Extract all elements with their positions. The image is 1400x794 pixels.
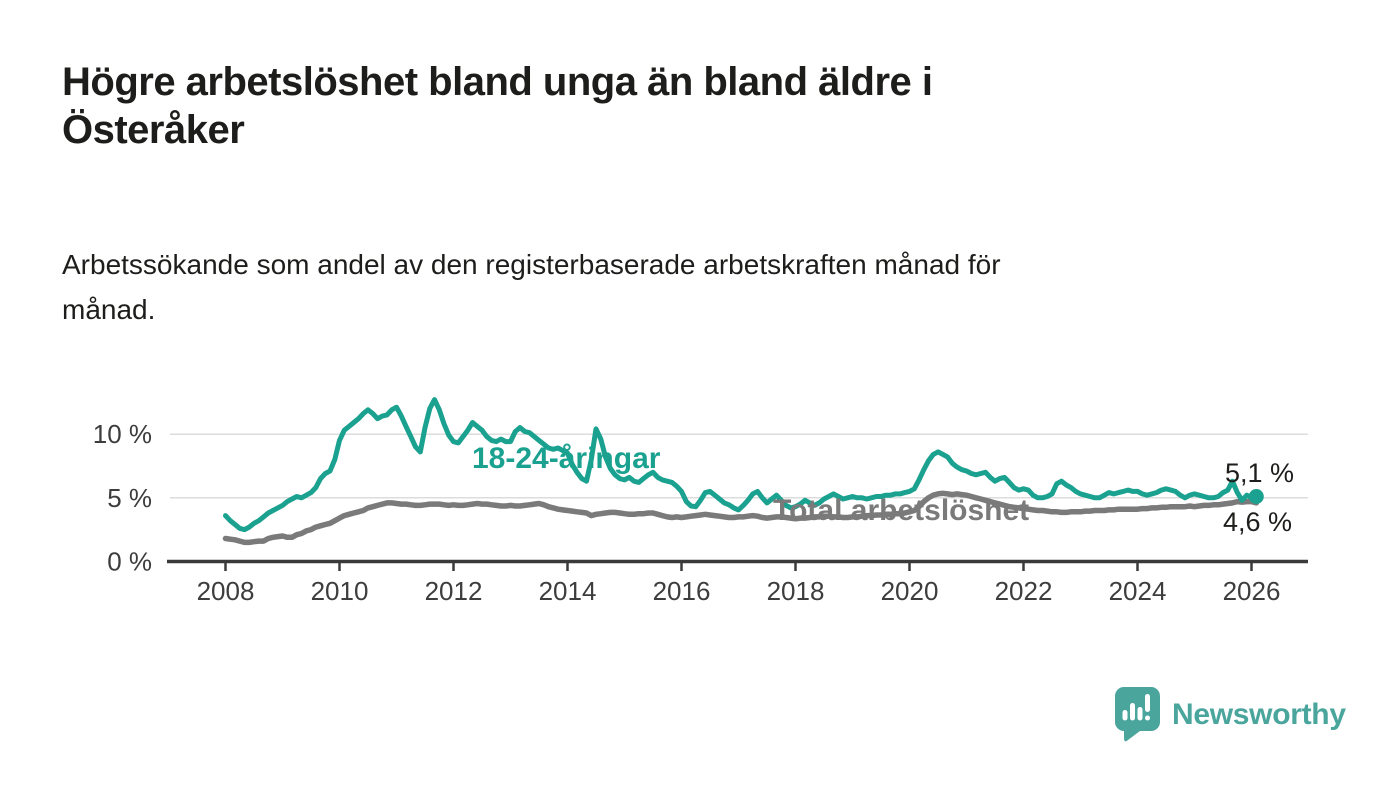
plot-area <box>222 397 1264 546</box>
x-tick-label: 2020 <box>881 576 939 606</box>
x-axis-ticks <box>224 561 1253 571</box>
x-tick-label: 2018 <box>767 576 825 606</box>
newsworthy-logo-icon <box>1115 687 1160 742</box>
end-value-youth: 5,1 % <box>1225 458 1295 488</box>
x-tick-label: 2026 <box>1223 576 1281 606</box>
brand-name: Newsworthy <box>1172 698 1346 731</box>
x-tick-label: 2022 <box>995 576 1053 606</box>
series-line-youth <box>223 397 1259 533</box>
x-tick-label: 2012 <box>425 576 483 606</box>
series-end-dot-youth <box>1248 489 1264 504</box>
x-tick-label: 2014 <box>539 576 597 606</box>
x-tick-label: 2008 <box>197 576 255 606</box>
end-value-total: 4,6 % <box>1223 507 1293 537</box>
x-tick-label: 2016 <box>653 576 711 606</box>
logo-bar-chart-icon <box>1122 694 1150 721</box>
page-subtitle-line-2: månad. <box>62 294 156 325</box>
x-tick-label: 2010 <box>311 576 369 606</box>
page-title-line-1: Högre arbetslöshet bland unga än bland ä… <box>62 60 933 104</box>
y-tick-label-10: 10 % <box>93 419 152 449</box>
y-tick-label-0: 0 % <box>107 547 152 577</box>
y-tick-label-5: 5 % <box>107 483 152 513</box>
page-subtitle: Arbetssökande som andel av den registerb… <box>62 242 1262 332</box>
x-axis-labels: 2008 2010 2012 2014 2016 2018 2020 2022 … <box>197 576 1281 606</box>
series-label-total: Total arbetslöshet <box>773 494 1030 527</box>
x-tick-label: 2024 <box>1109 576 1167 606</box>
page-subtitle-line-1: Arbetssökande som andel av den registerb… <box>62 249 1001 280</box>
page-title-line-2: Österåker <box>62 108 245 152</box>
series-label-youth: 18-24-åringar <box>472 442 661 475</box>
brand-footer: Newsworthy <box>1113 686 1346 744</box>
page-title: Högre arbetslöshet bland unga än bland ä… <box>62 58 1232 154</box>
series-line-total <box>222 490 1260 546</box>
